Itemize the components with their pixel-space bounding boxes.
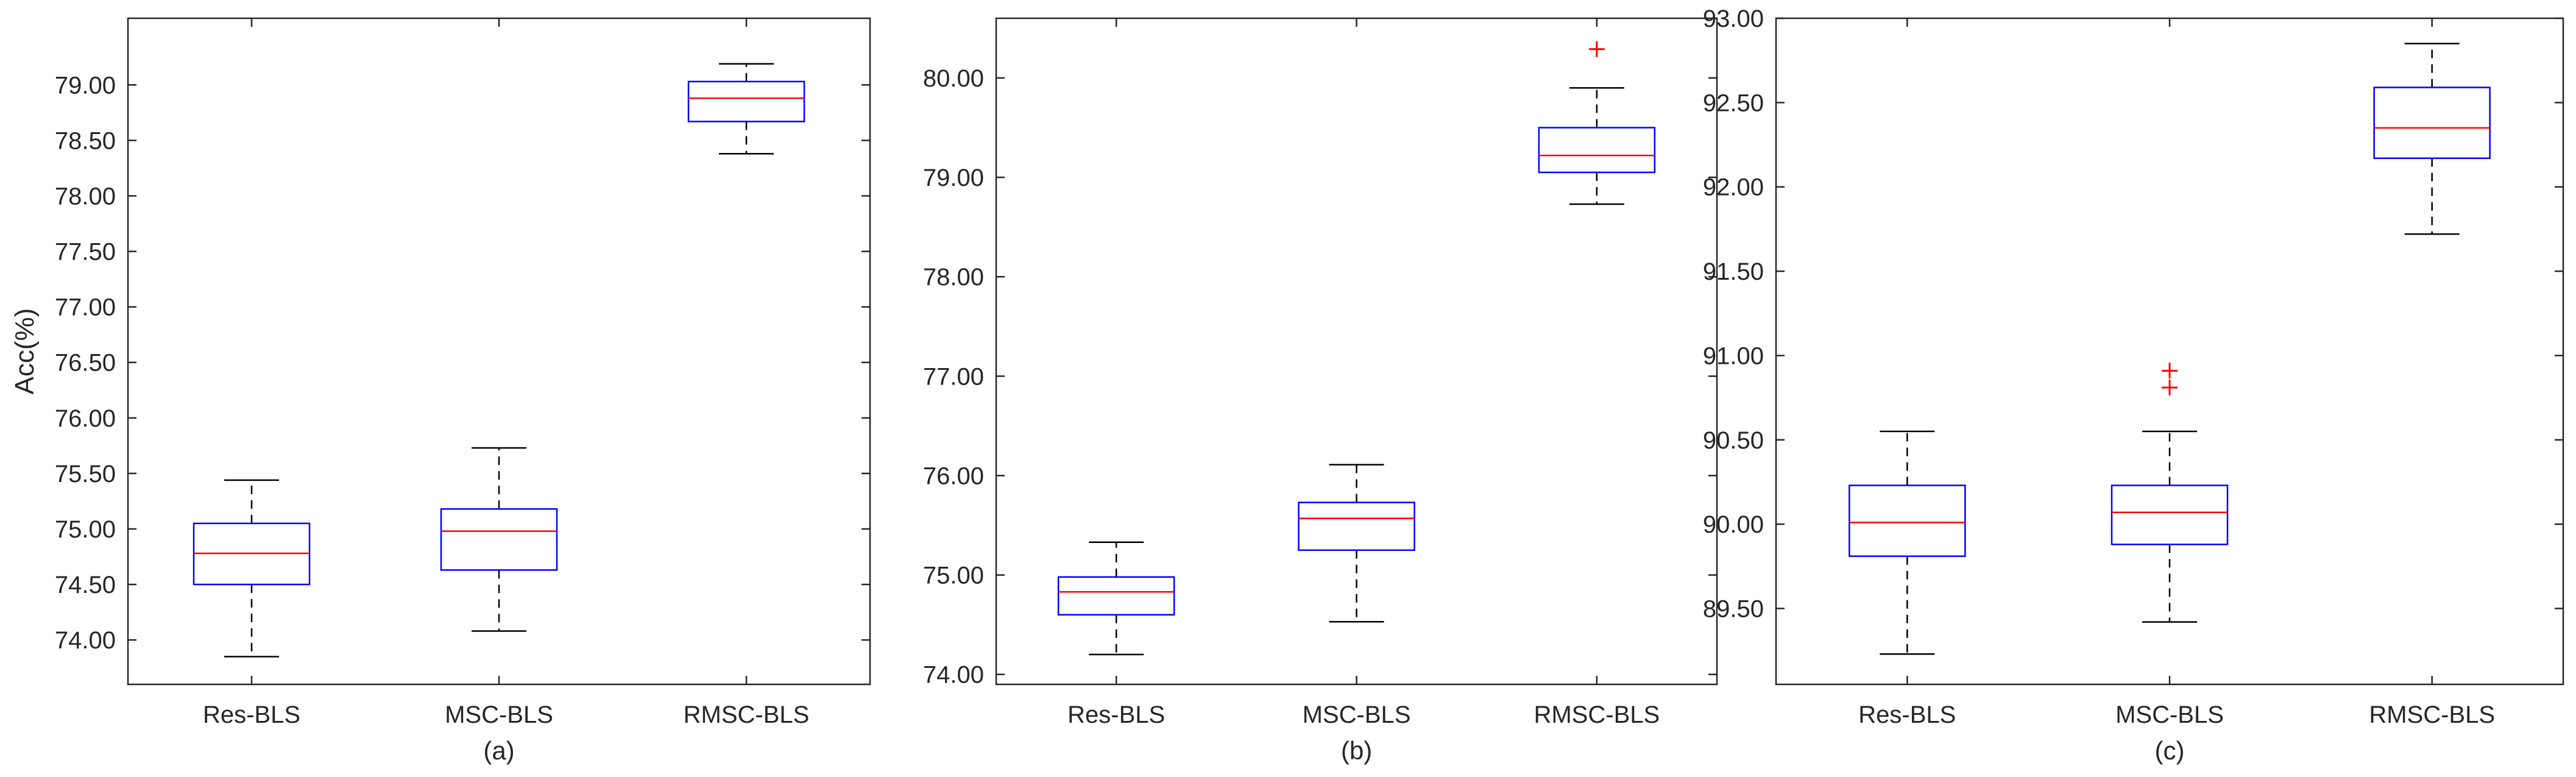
box-res-bls [193,479,311,658]
y-tick-label: 76.50 [55,350,116,377]
iqr-box [440,508,558,571]
box-res-bls [1057,541,1175,656]
y-tick-label: 92.50 [1703,90,1764,116]
panel-caption: (a) [483,736,514,765]
panel-c: 89.50 90.00 90.50 91.00 91.50 92.00 92.50 93.00… [1703,5,2564,765]
iqr-box [2111,484,2229,545]
x-category-label: MSC-BLS [2115,701,2224,728]
y-tick-label: 75.00 [55,516,116,543]
y-tick-label: 75.00 [923,562,984,589]
box-res-bls [1849,430,1966,655]
y-tick-label: 79.00 [923,165,984,191]
box-msc-bls [2111,363,2229,623]
box-rmsc-bls [1538,41,1656,205]
plot-frame [1775,17,2564,686]
x-category-label: Res-BLS [1067,701,1165,728]
y-tick-label: 89.50 [1703,595,1764,622]
iqr-box [687,80,805,122]
y-tick-label: 75.50 [55,461,116,488]
box-msc-bls [440,447,558,632]
y-tick-label: 91.50 [1703,258,1764,285]
y-tick-label: 77.00 [55,294,116,321]
x-category-label: MSC-BLS [1303,701,1411,728]
iqr-box [1298,502,1415,552]
x-category-label: RMSC-BLS [684,701,810,728]
y-tick-label: 76.00 [923,463,984,489]
panel-caption: (b) [1341,736,1372,765]
x-category-label: Res-BLS [1858,701,1956,728]
iqr-box [1849,484,1966,557]
outlier-marker [2162,363,2178,379]
box-msc-bls [1298,464,1415,623]
y-tick-label: 77.00 [923,363,984,390]
y-tick-label: 91.00 [1703,342,1764,369]
y-tick-label: 90.50 [1703,427,1764,454]
y-tick-label: 77.50 [55,239,116,266]
x-category-label: Res-BLS [203,701,300,728]
x-category-label: MSC-BLS [445,701,553,728]
x-category-label: RMSC-BLS [2369,701,2495,728]
outlier-marker [1588,41,1605,57]
y-tick-label: 80.00 [923,65,984,92]
y-tick-label: 76.00 [55,405,116,432]
box-rmsc-bls [687,63,805,155]
y-tick-label: 78.00 [923,264,984,291]
iqr-box [1538,127,1656,174]
y-tick-label: 92.00 [1703,174,1764,201]
y-tick-label: 78.50 [55,127,116,154]
y-tick-label: 90.00 [1703,511,1764,538]
iqr-box [2373,87,2491,159]
x-category-label: RMSC-BLS [1534,701,1660,728]
y-tick-label: 78.00 [55,183,116,210]
panel-a: 74.00 74.50 75.00 75.50 76.00 76.50 77.00 77.50… [10,17,871,765]
y-tick-label: 74.50 [55,572,116,598]
outlier-marker [2162,379,2178,396]
y-tick-label: 74.00 [55,627,116,654]
panel-b: 74.00 75.00 76.00 77.00 78.00 79.00 80.00 Res-B… [923,17,1718,765]
y-tick-label: 93.00 [1703,5,1764,32]
iqr-box [1057,576,1175,616]
y-axis-label: Acc(%) [10,308,40,395]
panel-caption: (c) [2155,736,2185,765]
y-tick-label: 74.00 [923,662,984,689]
y-tick-label: 79.00 [55,72,116,99]
box-rmsc-bls [2373,43,2491,235]
